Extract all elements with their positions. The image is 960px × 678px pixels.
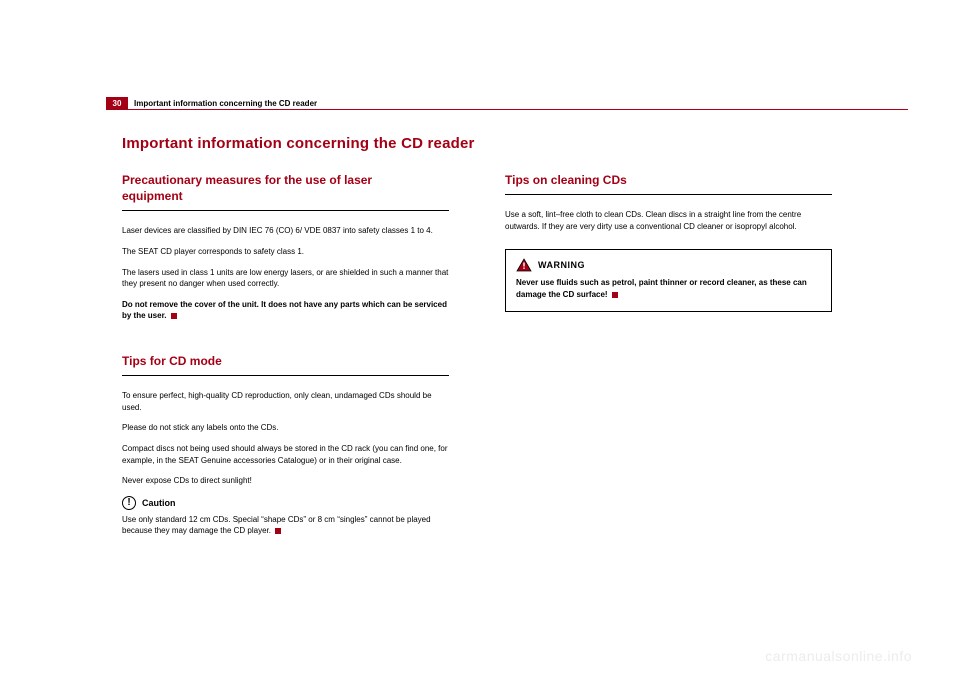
end-marker-icon	[275, 528, 281, 534]
section-title-line2: equipment	[122, 189, 183, 203]
para: Compact discs not being used should alwa…	[122, 443, 449, 466]
warning-heading: WARNING	[516, 258, 821, 272]
end-marker-icon	[171, 313, 177, 319]
left-column: Precautionary measures for the use of la…	[122, 172, 449, 537]
right-column: Tips on cleaning CDs Use a soft, lint–fr…	[505, 172, 832, 537]
para: Never expose CDs to direct sunlight!	[122, 475, 449, 487]
para-text: Never use fluids such as petrol, paint t…	[516, 278, 807, 299]
running-header: Important information concerning the CD …	[134, 99, 317, 108]
page-title: Important information concerning the CD …	[122, 135, 475, 152]
para-bold: Do not remove the cover of the unit. It …	[122, 299, 449, 322]
para: Laser devices are classified by DIN IEC …	[122, 225, 449, 237]
warning-text: Never use fluids such as petrol, paint t…	[516, 277, 821, 300]
para: To ensure perfect, high-quality CD repro…	[122, 390, 449, 413]
section-title-cd-mode: Tips for CD mode	[122, 353, 449, 369]
warning-box: WARNING Never use fluids such as petrol,…	[505, 249, 832, 311]
warning-triangle-icon	[516, 258, 532, 272]
caution-label: Caution	[142, 498, 176, 508]
section-title-cleaning: Tips on cleaning CDs	[505, 172, 832, 188]
section-title-line1: Precautionary measures for the use of la…	[122, 173, 372, 187]
caution-icon: !	[122, 496, 136, 510]
para: Use a soft, lint–free cloth to clean CDs…	[505, 209, 832, 232]
caution-text: Use only standard 12 cm CDs. Special “sh…	[122, 514, 449, 537]
para: Please do not stick any labels onto the …	[122, 422, 449, 434]
section-rule	[122, 210, 449, 211]
section-rule	[122, 375, 449, 376]
content-columns: Precautionary measures for the use of la…	[122, 172, 832, 537]
warning-label: WARNING	[538, 260, 585, 270]
para: The lasers used in class 1 units are low…	[122, 267, 449, 290]
section-title-precautionary: Precautionary measures for the use of la…	[122, 172, 449, 204]
header-rule	[122, 109, 908, 110]
para: The SEAT CD player corresponds to safety…	[122, 246, 449, 258]
caution-heading: ! Caution	[122, 496, 449, 510]
watermark: carmanualsonline.info	[765, 648, 912, 664]
page-number-badge: 30	[106, 97, 128, 110]
end-marker-icon	[612, 292, 618, 298]
section-rule	[505, 194, 832, 195]
